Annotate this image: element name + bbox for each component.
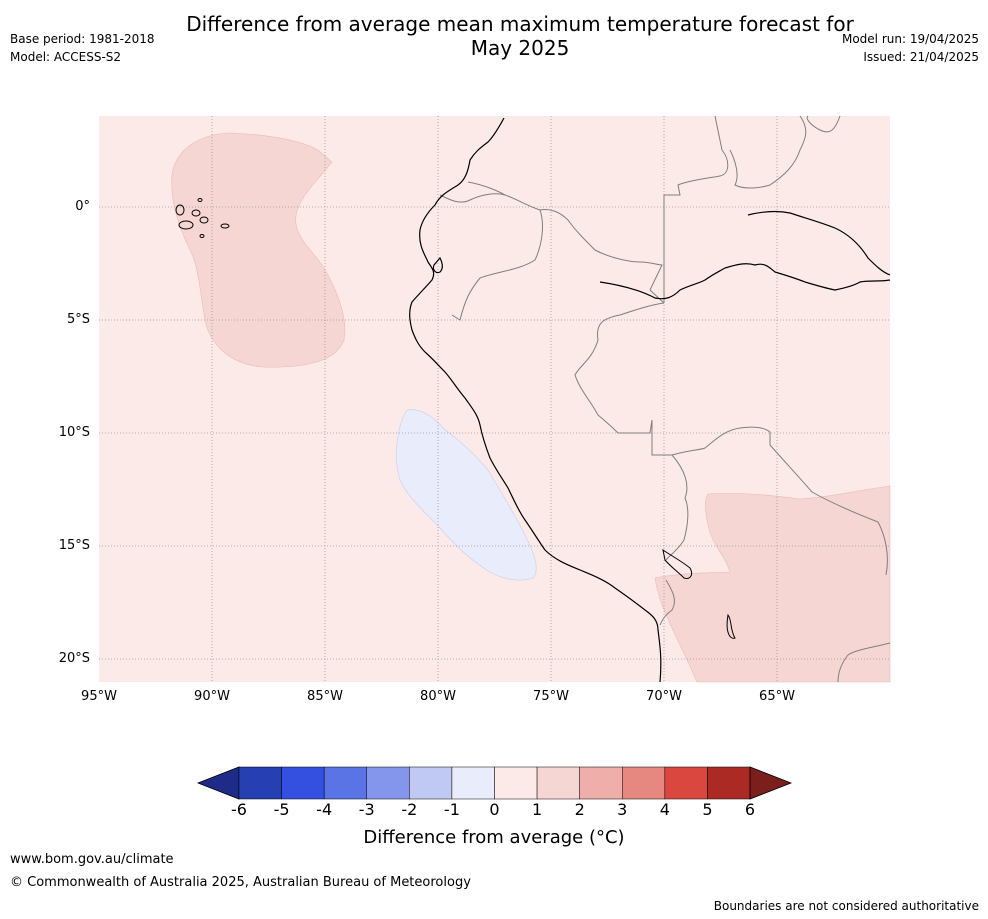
lat-label-5s: 5°S [66, 312, 90, 327]
lon-label-80w: 80°W [420, 689, 456, 704]
colorbar-tick-label: 1 [531, 800, 543, 819]
colorbar [196, 766, 793, 800]
colorbar-tick-label: -4 [316, 800, 333, 819]
lat-label-20s: 20°S [58, 651, 90, 666]
meta-left: Base period: 1981-2018 Model: ACCESS-S2 [10, 31, 155, 67]
colorbar-bin [366, 766, 410, 800]
country-borders [439, 115, 891, 683]
gridlines [99, 116, 890, 682]
lakes [662, 548, 736, 639]
lon-label-90w: 90°W [194, 689, 230, 704]
disclaimer-text: Boundaries are not considered authoritat… [713, 899, 979, 913]
colorbar-tick-label: -2 [401, 800, 418, 819]
colorbar-tick-label: -3 [358, 800, 375, 819]
colorbar-bin [238, 766, 282, 800]
colorbar-extend-low [196, 766, 240, 800]
website-link[interactable]: www.bom.gov.au/climate [10, 852, 174, 867]
lon-label-70w: 70°W [646, 689, 682, 704]
map-frame [99, 116, 891, 683]
colorbar-bin [409, 766, 453, 800]
colorbar-tick-label: 2 [574, 800, 585, 819]
title-line-2: May 2025 [470, 36, 570, 60]
colorbar-extend-high [749, 766, 793, 800]
colorbar-bin [579, 766, 623, 800]
galapagos-warm-anomaly [171, 132, 346, 368]
colorbar-tick-label: 4 [659, 800, 670, 819]
colorbar-bin [281, 766, 325, 800]
galapagos-islands [175, 198, 230, 238]
chart-title: Difference from average mean maximum tem… [150, 12, 890, 60]
colorbar-bin [707, 766, 751, 800]
colorbar-tick-label: 5 [702, 800, 713, 819]
meta-right: Model run: 19/04/2025 Issued: 21/04/2025 [842, 31, 979, 67]
base-period: Base period: 1981-2018 [10, 32, 155, 46]
colorbar-tick-label: 6 [744, 800, 756, 819]
colorbar-tick-label: 3 [617, 800, 628, 819]
lat-label-0: 0° [75, 199, 90, 214]
colorbar-tick-label: 0 [489, 800, 500, 819]
colorbar-bin [622, 766, 666, 800]
coastline [409, 117, 891, 683]
issued-date: Issued: 21/04/2025 [863, 50, 979, 64]
model-name: Model: ACCESS-S2 [10, 50, 122, 64]
colorbar-bin [494, 766, 538, 800]
colorbar-bin [451, 766, 495, 800]
model-run: Model run: 19/04/2025 [841, 32, 979, 46]
copyright-text: © Commonwealth of Australia 2025, Austra… [10, 875, 471, 890]
colorbar-tick-label: -1 [443, 800, 460, 819]
lon-label-65w: 65°W [759, 689, 795, 704]
peru-coast-cool-anomaly [396, 409, 537, 581]
colorbar-tick-label: -5 [273, 800, 290, 819]
lon-label-85w: 85°W [307, 689, 343, 704]
colorbar-tick-label: -6 [231, 800, 247, 819]
lon-label-95w: 95°W [81, 689, 117, 704]
colorbar-title: Difference from average (°C) [363, 827, 625, 848]
colorbar-bin [536, 766, 580, 800]
colorbar-bin [323, 766, 367, 800]
lat-label-10s: 10°S [58, 425, 90, 440]
bolivia-warm-anomaly [654, 485, 891, 683]
title-line-1: Difference from average mean maximum tem… [186, 12, 854, 36]
lon-label-75w: 75°W [533, 689, 569, 704]
colorbar-bin [664, 766, 708, 800]
lat-label-15s: 15°S [58, 538, 90, 553]
